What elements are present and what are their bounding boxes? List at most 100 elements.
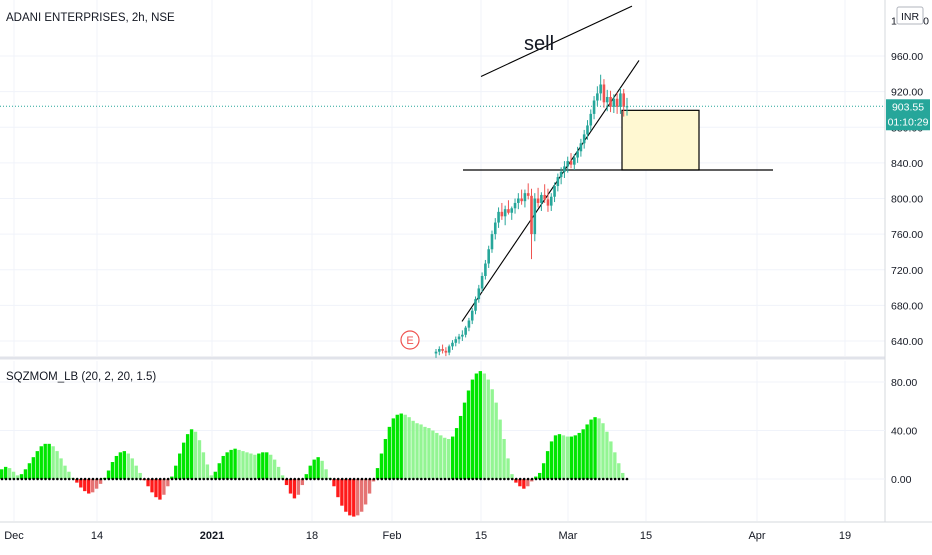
momentum-bar <box>336 479 340 498</box>
momentum-bar <box>23 469 28 479</box>
squeeze-dot <box>348 477 352 481</box>
channel-upper-line[interactable] <box>480 5 633 77</box>
sell-annotation[interactable]: sell <box>524 33 554 55</box>
momentum-bar <box>383 438 388 479</box>
squeeze-dot <box>214 477 217 481</box>
momentum-bar <box>470 379 475 479</box>
candle-body <box>599 84 602 94</box>
osc-tick-label: 80.00 <box>891 377 917 389</box>
momentum-bar <box>514 479 518 483</box>
candle-body <box>612 98 616 107</box>
momentum-bar <box>154 479 158 498</box>
momentum-bar <box>359 479 364 512</box>
price-axis[interactable]: 640.00680.00720.00760.00800.00840.00880.… <box>886 15 930 348</box>
candle-body <box>530 195 533 235</box>
squeeze-dot <box>594 477 597 481</box>
momentum-bar <box>573 435 577 479</box>
squeeze-dot <box>245 477 249 481</box>
momentum-bar <box>15 475 20 479</box>
osc-tick-label: 0.00 <box>891 474 912 486</box>
momentum-bar <box>478 371 483 479</box>
earnings-marker[interactable] <box>400 330 420 350</box>
candle <box>543 184 546 203</box>
squeeze-dot <box>388 477 391 481</box>
momentum-bar <box>308 465 312 479</box>
candle <box>559 167 563 185</box>
candle-body <box>513 202 517 209</box>
squeeze-dot <box>325 477 328 481</box>
candle <box>586 120 589 140</box>
squeeze-dot <box>174 477 178 481</box>
oscillator-histogram <box>0 371 629 517</box>
candle <box>533 193 537 242</box>
candle <box>474 296 477 315</box>
squeeze-dot <box>510 477 514 481</box>
target-zone-box[interactable] <box>621 109 700 171</box>
squeeze-dot <box>60 477 63 481</box>
momentum-bar <box>395 414 399 479</box>
squeeze-dot <box>376 477 380 481</box>
momentum-bar <box>43 443 47 479</box>
candle-body <box>549 196 553 206</box>
momentum-bar <box>3 466 8 479</box>
price-tick-label: 640.00 <box>891 336 923 348</box>
momentum-bar <box>518 479 522 487</box>
momentum-bar <box>272 459 277 479</box>
momentum-bar <box>233 448 237 479</box>
squeeze-dot <box>202 477 206 481</box>
squeeze-dot <box>451 477 455 481</box>
last-price-tag[interactable]: 903.55 01:10:29 <box>886 99 930 131</box>
squeeze-dot <box>226 477 229 481</box>
candle-body <box>477 288 481 300</box>
momentum-bar <box>114 455 119 479</box>
squeeze-dot <box>135 477 138 481</box>
candle-body <box>490 234 494 250</box>
squeeze-dot <box>546 477 550 481</box>
squeeze-dot <box>40 477 43 481</box>
squeeze-dot <box>162 477 166 481</box>
target-zone[interactable] <box>621 109 700 171</box>
last-price-tag-bg <box>886 99 930 131</box>
momentum-bar <box>387 426 392 479</box>
squeeze-dot <box>289 477 293 481</box>
candle-body <box>461 334 464 337</box>
candle <box>546 188 550 212</box>
squeeze-dot <box>467 477 471 481</box>
candle <box>596 86 599 106</box>
price-tick-label: 960.00 <box>891 51 923 63</box>
momentum-bar <box>31 457 36 479</box>
squeeze-dot <box>48 477 51 481</box>
momentum-bar <box>300 479 305 486</box>
momentum-bar <box>605 431 609 479</box>
channel-lower-line[interactable] <box>461 60 640 322</box>
squeeze-dot <box>158 477 162 481</box>
candle <box>599 74 602 101</box>
price-tick-label: 720.00 <box>891 265 923 277</box>
momentum-bar <box>261 452 265 479</box>
candle <box>592 96 596 120</box>
momentum-bar <box>419 424 423 479</box>
momentum-bar <box>435 432 439 479</box>
candle-body <box>559 171 563 178</box>
momentum-bar <box>356 479 360 516</box>
momentum-bar <box>407 417 411 479</box>
momentum-bar <box>462 402 467 479</box>
squeeze-dot <box>431 477 435 481</box>
candle-body <box>487 249 490 264</box>
time-axis[interactable]: Dec 14 2021 18 Feb 15 Mar 15 Apr 19 <box>4 530 851 542</box>
squeeze-dot <box>609 477 613 481</box>
currency-badge[interactable] <box>896 6 924 25</box>
squeeze-dot <box>586 477 589 481</box>
candle-body <box>510 208 514 213</box>
candle <box>487 245 490 268</box>
squeeze-dot <box>241 477 245 481</box>
momentum-bar <box>166 479 170 487</box>
candle-body <box>596 93 599 101</box>
candle-body <box>536 198 540 203</box>
candle-body <box>582 134 586 144</box>
squeeze-dot <box>542 477 546 481</box>
oscillator-axis[interactable]: 0.00 40.00 80.00 <box>891 377 917 486</box>
momentum-bar <box>352 479 356 517</box>
squeeze-dot <box>194 477 198 481</box>
